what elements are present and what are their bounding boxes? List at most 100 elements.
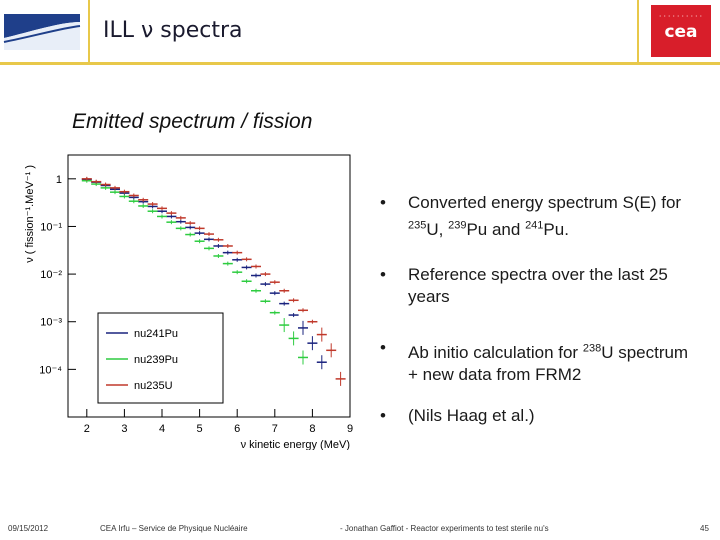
page-number: 45 (700, 524, 709, 533)
data-point-nu239Pu (222, 261, 233, 266)
data-point-nu235U (232, 250, 243, 255)
y-tick-label: 10⁻¹ (40, 221, 62, 233)
data-point-nu241Pu (307, 336, 318, 351)
data-point-nu239Pu (251, 288, 261, 293)
data-point-nu239Pu (110, 190, 120, 195)
data-series (81, 176, 346, 386)
data-point-nu235U (260, 272, 271, 277)
slide-title: ILL ν spectra (103, 18, 243, 43)
legend-label: nu239Pu (134, 354, 178, 366)
ill-logo-icon (3, 14, 81, 50)
spectrum-chart: 2 3 4 5 6 7 8 9 1 10⁻¹ 10⁻² 10⁻³ 10⁻⁴ nu241Pu nu239Pu… (24, 154, 353, 450)
data-point-nu235U (119, 189, 130, 194)
legend-label: nu241Pu (134, 328, 178, 340)
bullet-dot: • (380, 265, 386, 284)
data-point-nu241Pu (166, 214, 177, 219)
data-point-nu241Pu (204, 237, 214, 242)
data-point-nu241Pu (279, 301, 290, 306)
x-tick-label: 4 (159, 423, 165, 435)
data-point-nu239Pu (185, 232, 196, 237)
data-point-nu241Pu (241, 265, 252, 270)
data-point-nu235U (279, 288, 290, 293)
data-point-nu241Pu (316, 355, 327, 370)
bullet-dot: • (380, 193, 386, 212)
chart-legend: nu241Pu nu239Pu nu235U (97, 312, 224, 404)
bullet-ab-initio: • Ab initio calculation for 238U spectru… (380, 337, 700, 386)
data-point-nu239Pu (138, 203, 149, 208)
bullet-text-part: Converted energy spectrum S(E) for (408, 193, 682, 212)
bullet-haag: • (Nils Haag et al.) (380, 405, 535, 427)
header-separator-right (637, 0, 639, 64)
isotope-mass-239: 239 (448, 219, 467, 231)
bullet-text-part: Ab initio calculation for (408, 342, 583, 362)
data-point-nu239Pu (128, 199, 139, 204)
data-point-nu235U (241, 257, 252, 262)
data-point-nu239Pu (157, 214, 167, 219)
bullet-converted-spectrum: • Converted energy spectrum S(E) for 235… (380, 192, 700, 241)
data-point-nu235U (307, 319, 318, 324)
data-point-nu235U (335, 371, 346, 386)
data-point-nu235U (269, 280, 280, 285)
data-point-nu239Pu (241, 279, 252, 284)
x-tick-label: 9 (347, 423, 353, 435)
y-tick-label: 10⁻⁴ (39, 364, 62, 376)
isotope-mass-241: 241 (525, 219, 544, 231)
legend-box (97, 312, 224, 404)
data-point-nu241Pu (251, 273, 261, 278)
data-point-nu241Pu (298, 320, 308, 335)
footer-organization: CEA Irfu – Service de Physique Nucléaire (100, 524, 248, 533)
data-point-nu235U (194, 226, 205, 231)
x-tick-label: 5 (197, 423, 203, 435)
bullet-dot: • (380, 338, 386, 357)
footer-date: 09/15/2012 (8, 524, 49, 533)
data-point-nu241Pu (260, 282, 271, 287)
data-point-nu239Pu (269, 310, 280, 315)
data-point-nu239Pu (119, 194, 130, 199)
data-point-nu239Pu (147, 209, 158, 214)
bullet-reference-spectra: • Reference spectra over the last 25 yea… (380, 264, 700, 308)
isotope-symbol-u: U, (426, 219, 449, 239)
x-tick-label: 7 (272, 423, 278, 435)
data-point-nu239Pu (166, 220, 177, 225)
data-point-nu235U (147, 202, 158, 207)
data-point-nu241Pu (185, 225, 196, 230)
y-tick-label: 10⁻² (40, 269, 62, 281)
data-point-nu241Pu (194, 231, 205, 236)
data-point-nu241Pu (222, 250, 233, 255)
data-point-nu241Pu (213, 243, 224, 248)
data-point-nu239Pu (288, 331, 299, 346)
data-point-nu235U (213, 237, 224, 242)
data-point-nu241Pu (269, 291, 280, 296)
data-point-nu235U (175, 215, 186, 220)
bullet-text-part: U spectrum + new data from FRM2 (408, 342, 689, 384)
data-point-nu235U (81, 176, 92, 181)
data-point-nu235U (251, 264, 261, 269)
cea-logo: • • • • • • • • • • cea (651, 5, 711, 57)
data-point-nu239Pu (260, 299, 271, 304)
y-axis-label: ν ( fission⁻¹.MeV⁻¹ ) (24, 165, 36, 263)
data-point-nu235U (100, 182, 111, 187)
x-tick-label: 6 (234, 423, 240, 435)
data-point-nu241Pu (232, 257, 243, 262)
cea-logo-dots: • • • • • • • • • • (659, 13, 703, 18)
data-point-nu235U (316, 327, 327, 342)
data-point-nu235U (222, 243, 233, 248)
bullet-text: Reference spectra over the last 25 years (408, 265, 668, 306)
isotope-symbol-pu241: Pu. (543, 219, 569, 239)
data-point-nu239Pu (213, 253, 224, 258)
header-rule (0, 62, 720, 65)
axis-ticks: 2 3 4 5 6 7 8 9 1 10⁻¹ 10⁻² 10⁻³ 10⁻⁴ (39, 174, 353, 435)
x-tick-label: 2 (84, 423, 90, 435)
data-point-nu235U (157, 206, 167, 211)
data-point-nu235U (138, 197, 149, 202)
data-point-nu235U (91, 179, 102, 184)
data-point-nu235U (326, 343, 337, 358)
y-tick-label: 10⁻³ (40, 317, 62, 329)
cea-logo-text: cea (664, 22, 698, 42)
footer-author: - Jonathan Gaffiot - Reactor experiments… (340, 524, 549, 533)
header-separator-left (88, 0, 90, 64)
isotope-mass-238: 238 (582, 342, 602, 354)
data-point-nu235U (204, 232, 214, 237)
data-point-nu239Pu (194, 239, 205, 244)
data-point-nu239Pu (232, 270, 243, 275)
